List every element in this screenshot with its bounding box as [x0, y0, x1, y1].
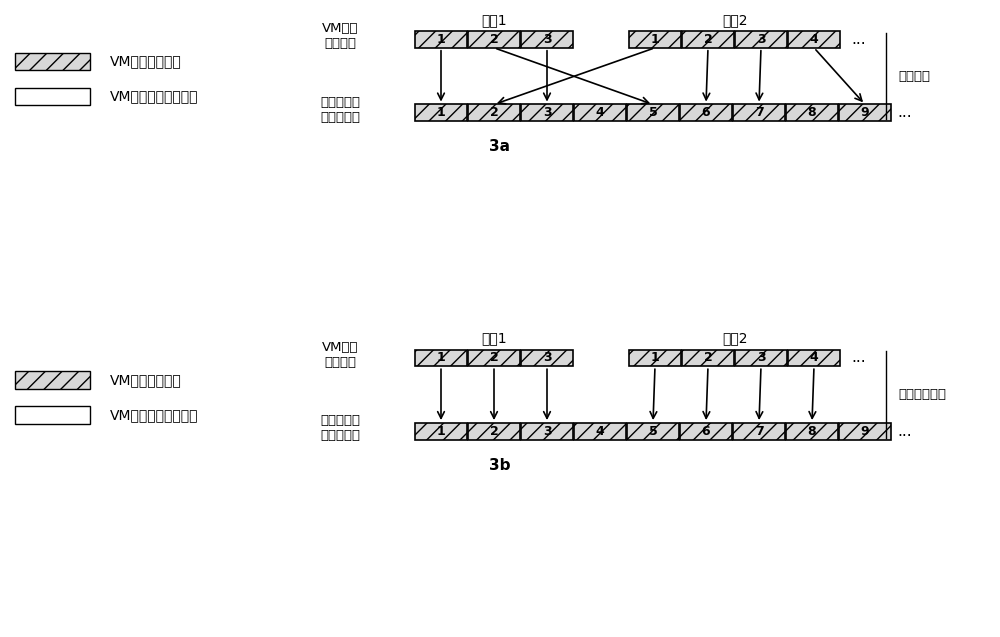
- Text: 4: 4: [810, 33, 818, 46]
- Text: 文件1: 文件1: [482, 332, 507, 345]
- Text: VM文件系统的数据块: VM文件系统的数据块: [110, 89, 198, 103]
- Text: 文件在虚拟
磁盘的分布: 文件在虚拟 磁盘的分布: [320, 96, 360, 124]
- Text: 2: 2: [490, 33, 498, 46]
- Bar: [15, 52, 90, 70]
- Text: 6: 6: [702, 106, 710, 119]
- Text: ...: ...: [851, 350, 866, 366]
- Bar: [680, 423, 732, 440]
- Bar: [735, 350, 787, 366]
- Text: 3: 3: [543, 33, 551, 46]
- Text: VM文件的数据块: VM文件的数据块: [110, 54, 182, 68]
- Text: 2: 2: [704, 352, 712, 364]
- Bar: [521, 350, 573, 366]
- Bar: [788, 350, 840, 366]
- Text: 4: 4: [810, 352, 818, 364]
- Bar: [468, 31, 520, 48]
- Bar: [15, 371, 90, 389]
- Text: VM文件
的数据块: VM文件 的数据块: [322, 341, 358, 369]
- Text: 3b: 3b: [489, 457, 511, 473]
- Bar: [415, 31, 467, 48]
- Text: ...: ...: [897, 105, 912, 120]
- Text: 5: 5: [649, 106, 657, 119]
- Bar: [786, 423, 838, 440]
- Text: 5: 5: [649, 425, 657, 438]
- Text: 2: 2: [490, 106, 498, 119]
- Text: 3: 3: [543, 106, 551, 119]
- Bar: [788, 31, 840, 48]
- Bar: [15, 87, 90, 105]
- Text: 2: 2: [490, 425, 498, 438]
- Text: 9: 9: [861, 106, 869, 119]
- Bar: [682, 31, 734, 48]
- Bar: [521, 423, 573, 440]
- Bar: [468, 423, 520, 440]
- Text: 3: 3: [543, 425, 551, 438]
- Bar: [574, 423, 626, 440]
- Bar: [839, 423, 891, 440]
- Text: 1: 1: [651, 352, 659, 364]
- Bar: [839, 104, 891, 121]
- Bar: [468, 104, 520, 121]
- Text: 3: 3: [757, 352, 765, 364]
- Bar: [733, 104, 785, 121]
- Text: VM文件
的数据块: VM文件 的数据块: [322, 22, 358, 50]
- Bar: [521, 104, 573, 121]
- Text: 文件1: 文件1: [482, 13, 507, 27]
- Bar: [574, 104, 626, 121]
- Bar: [733, 423, 785, 440]
- Text: 1: 1: [437, 106, 445, 119]
- Text: 7: 7: [755, 425, 763, 438]
- Text: 文件2: 文件2: [722, 332, 748, 345]
- Bar: [680, 104, 732, 121]
- Bar: [629, 350, 681, 366]
- Text: 6: 6: [702, 425, 710, 438]
- Bar: [682, 350, 734, 366]
- Text: 3: 3: [757, 33, 765, 46]
- Bar: [15, 406, 90, 424]
- Bar: [415, 104, 467, 121]
- Text: VM文件的数据块: VM文件的数据块: [110, 373, 182, 387]
- Bar: [415, 350, 467, 366]
- Text: 2: 2: [704, 33, 712, 46]
- Text: 4: 4: [596, 425, 604, 438]
- Bar: [521, 31, 573, 48]
- Text: 新的文件映射: 新的文件映射: [898, 388, 946, 401]
- Text: 8: 8: [808, 425, 816, 438]
- Text: 4: 4: [596, 106, 604, 119]
- Text: 1: 1: [437, 33, 445, 46]
- Bar: [735, 31, 787, 48]
- Text: 7: 7: [755, 106, 763, 119]
- Text: 2: 2: [490, 352, 498, 364]
- Text: 1: 1: [437, 352, 445, 364]
- Bar: [629, 31, 681, 48]
- Text: 文件在虚拟
磁盘的分布: 文件在虚拟 磁盘的分布: [320, 414, 360, 442]
- Bar: [468, 350, 520, 366]
- Text: 文件2: 文件2: [722, 13, 748, 27]
- Text: 1: 1: [651, 33, 659, 46]
- Text: 8: 8: [808, 106, 816, 119]
- Bar: [786, 104, 838, 121]
- Text: 1: 1: [437, 425, 445, 438]
- Text: ...: ...: [897, 424, 912, 439]
- Bar: [627, 423, 679, 440]
- Text: ...: ...: [851, 32, 866, 47]
- Bar: [627, 104, 679, 121]
- Text: 3a: 3a: [490, 139, 511, 154]
- Text: VM文件系统的数据块: VM文件系统的数据块: [110, 408, 198, 422]
- Bar: [415, 423, 467, 440]
- Text: 9: 9: [861, 425, 869, 438]
- Text: 文件映射: 文件映射: [898, 69, 930, 83]
- Text: 3: 3: [543, 352, 551, 364]
